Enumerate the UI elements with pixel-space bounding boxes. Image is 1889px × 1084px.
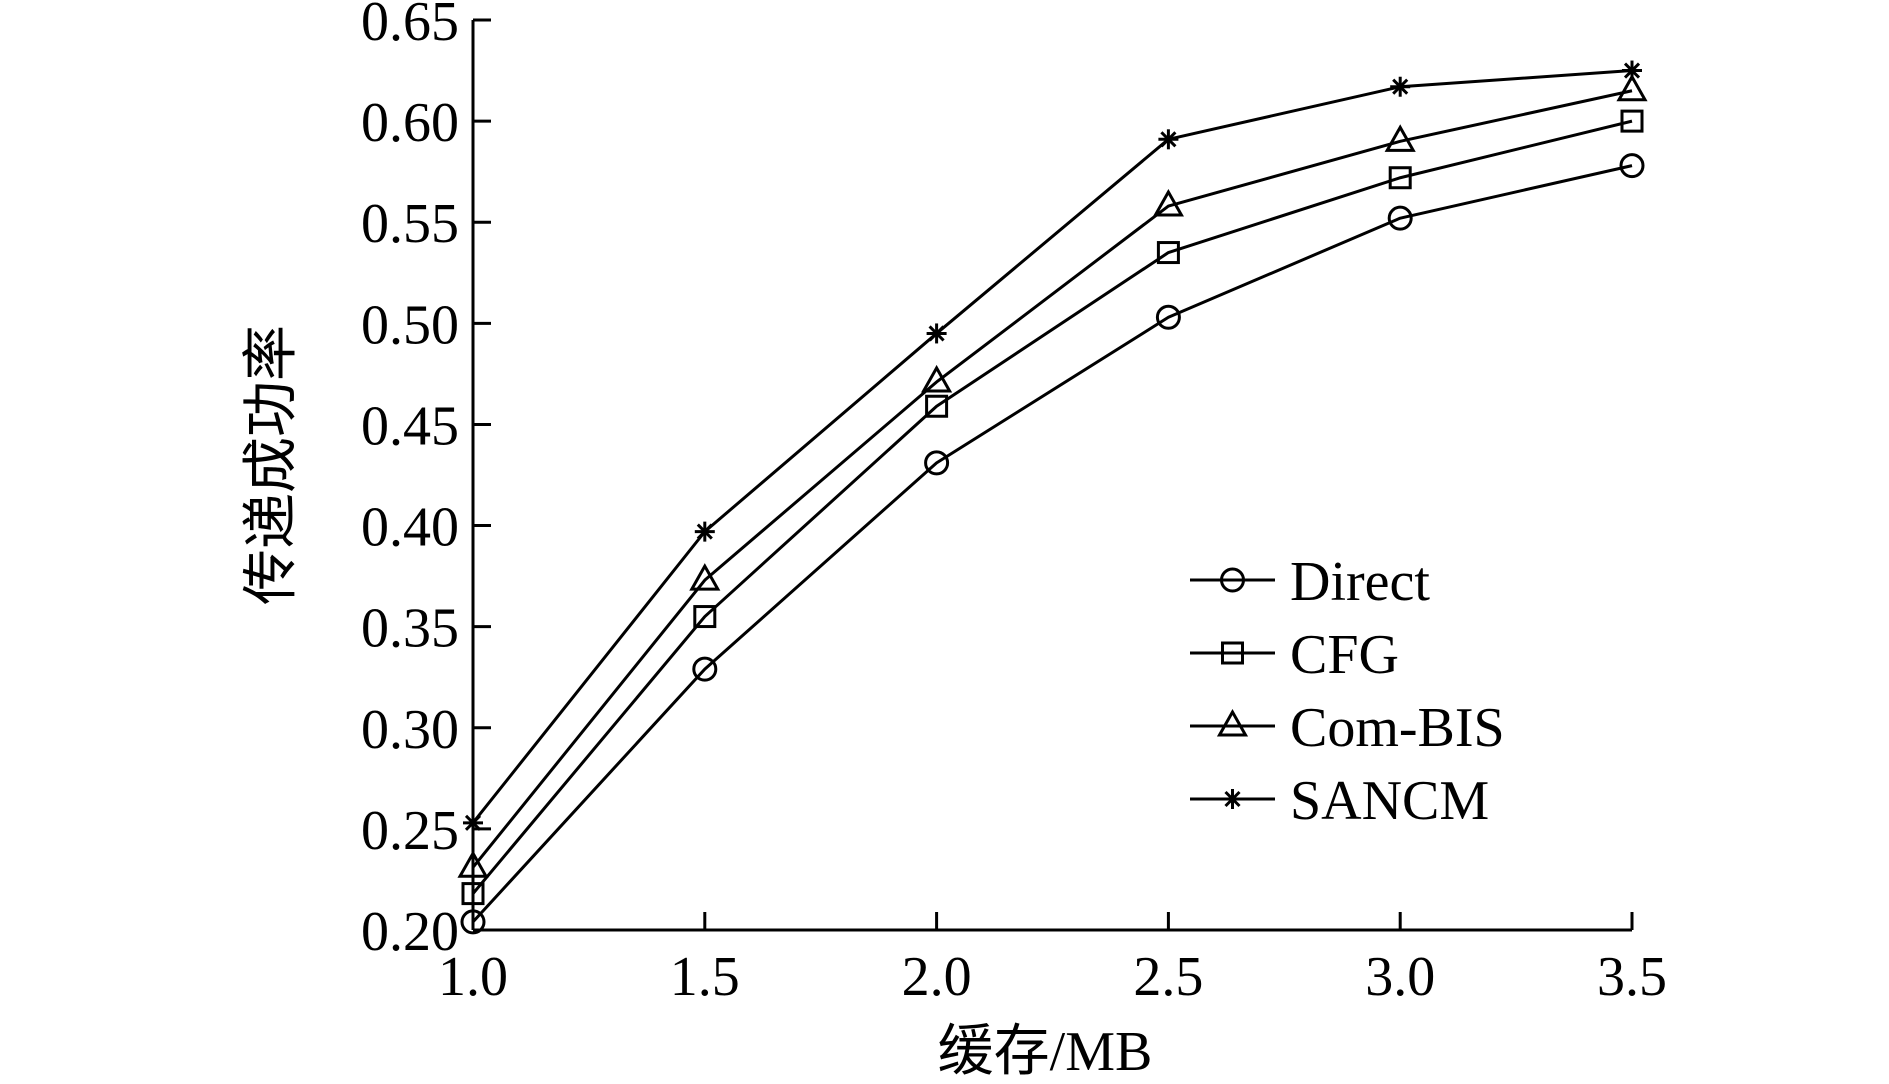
data-point-com-bis (1152, 188, 1184, 217)
x-axis-ticks: 1.0 1.5 2.0 2.5 3.0 3.5 (438, 912, 1667, 1008)
data-point-com-bis (921, 364, 953, 393)
x-tick-label: 3.0 (1365, 946, 1435, 1008)
star-stroke (696, 523, 713, 540)
y-tick-label: 0.50 (361, 294, 459, 356)
series-line-direct (471, 164, 1633, 923)
data-point-cfg (461, 882, 485, 906)
data-point-sancm (926, 323, 947, 344)
legend-marker (1221, 641, 1244, 665)
legend-item-direct: Direct (1190, 551, 1430, 613)
y-tick-label: 0.65 (361, 0, 459, 53)
y-tick-label: 0.60 (361, 92, 459, 154)
data-point-cfg (693, 605, 717, 629)
star-stroke (1160, 131, 1177, 148)
x-tick-label: 1.0 (438, 946, 508, 1008)
legend-label: CFG (1290, 624, 1399, 686)
legend-item-cfg: CFG (1190, 624, 1399, 686)
data-point-sancm (1158, 129, 1179, 150)
star-stroke (928, 325, 945, 342)
data-point-sancm (694, 521, 715, 542)
legend-marker (1216, 708, 1249, 737)
data-point-direct (1619, 153, 1645, 179)
legend: Direct CFG Com-BIS SANCM (1190, 551, 1505, 832)
series-line-sancm (471, 69, 1633, 824)
legend-marker (1220, 567, 1245, 593)
data-point-sancm (1390, 76, 1411, 97)
y-tick-label: 0.30 (361, 699, 459, 761)
series-layer (457, 60, 1648, 935)
y-axis-ticks: 0.20 0.25 0.30 0.35 0.40 0.45 0.50 0.55 0.60 0.65 (361, 0, 491, 963)
data-point-com-bis (689, 563, 721, 591)
legend-label: Direct (1290, 551, 1430, 613)
legend-label: Com-BIS (1290, 697, 1505, 759)
data-point-cfg (925, 394, 949, 418)
y-tick-label: 0.35 (361, 598, 459, 660)
legend-item-sancm: SANCM (1190, 770, 1489, 832)
x-tick-label: 2.5 (1133, 946, 1203, 1008)
data-point-direct (460, 909, 486, 935)
star-stroke (1224, 790, 1241, 808)
data-point-sancm (463, 812, 483, 833)
series-line-cfg (471, 119, 1633, 895)
series-com-bis (457, 73, 1648, 878)
data-point-direct (1387, 205, 1413, 231)
y-tick-label: 0.45 (361, 395, 459, 457)
y-tick-label: 0.20 (361, 901, 459, 963)
data-point-direct (924, 450, 950, 476)
x-tick-label: 1.5 (670, 946, 740, 1008)
data-point-cfg (1620, 109, 1644, 133)
series-line-com-bis (471, 89, 1633, 869)
data-point-cfg (1388, 166, 1412, 190)
star-stroke (1392, 78, 1409, 95)
legend-label: SANCM (1290, 770, 1489, 832)
legend-item-com-bis: Com-BIS (1190, 697, 1505, 759)
data-point-com-bis (457, 850, 489, 878)
x-tick-label: 3.5 (1597, 946, 1667, 1008)
series-direct (460, 153, 1645, 935)
legend-marker (1222, 789, 1243, 809)
data-point-com-bis (1384, 124, 1416, 152)
series-sancm (463, 60, 1642, 833)
data-point-sancm (1622, 60, 1642, 81)
y-tick-label: 0.25 (361, 800, 459, 862)
axes (471, 20, 1632, 932)
y-tick-label: 0.55 (361, 193, 459, 255)
data-point-cfg (1156, 241, 1180, 265)
data-point-com-bis (1616, 73, 1648, 102)
x-axis-title: 缓存/MB (938, 1021, 1153, 1083)
y-axis-title: 传递成功率 (241, 325, 303, 605)
data-point-direct (1155, 304, 1181, 330)
star-stroke (464, 814, 482, 831)
series-cfg (461, 109, 1644, 906)
data-point-direct (692, 656, 718, 682)
y-tick-label: 0.40 (361, 497, 459, 559)
x-tick-label: 2.0 (902, 946, 972, 1008)
star-stroke (1623, 62, 1641, 79)
